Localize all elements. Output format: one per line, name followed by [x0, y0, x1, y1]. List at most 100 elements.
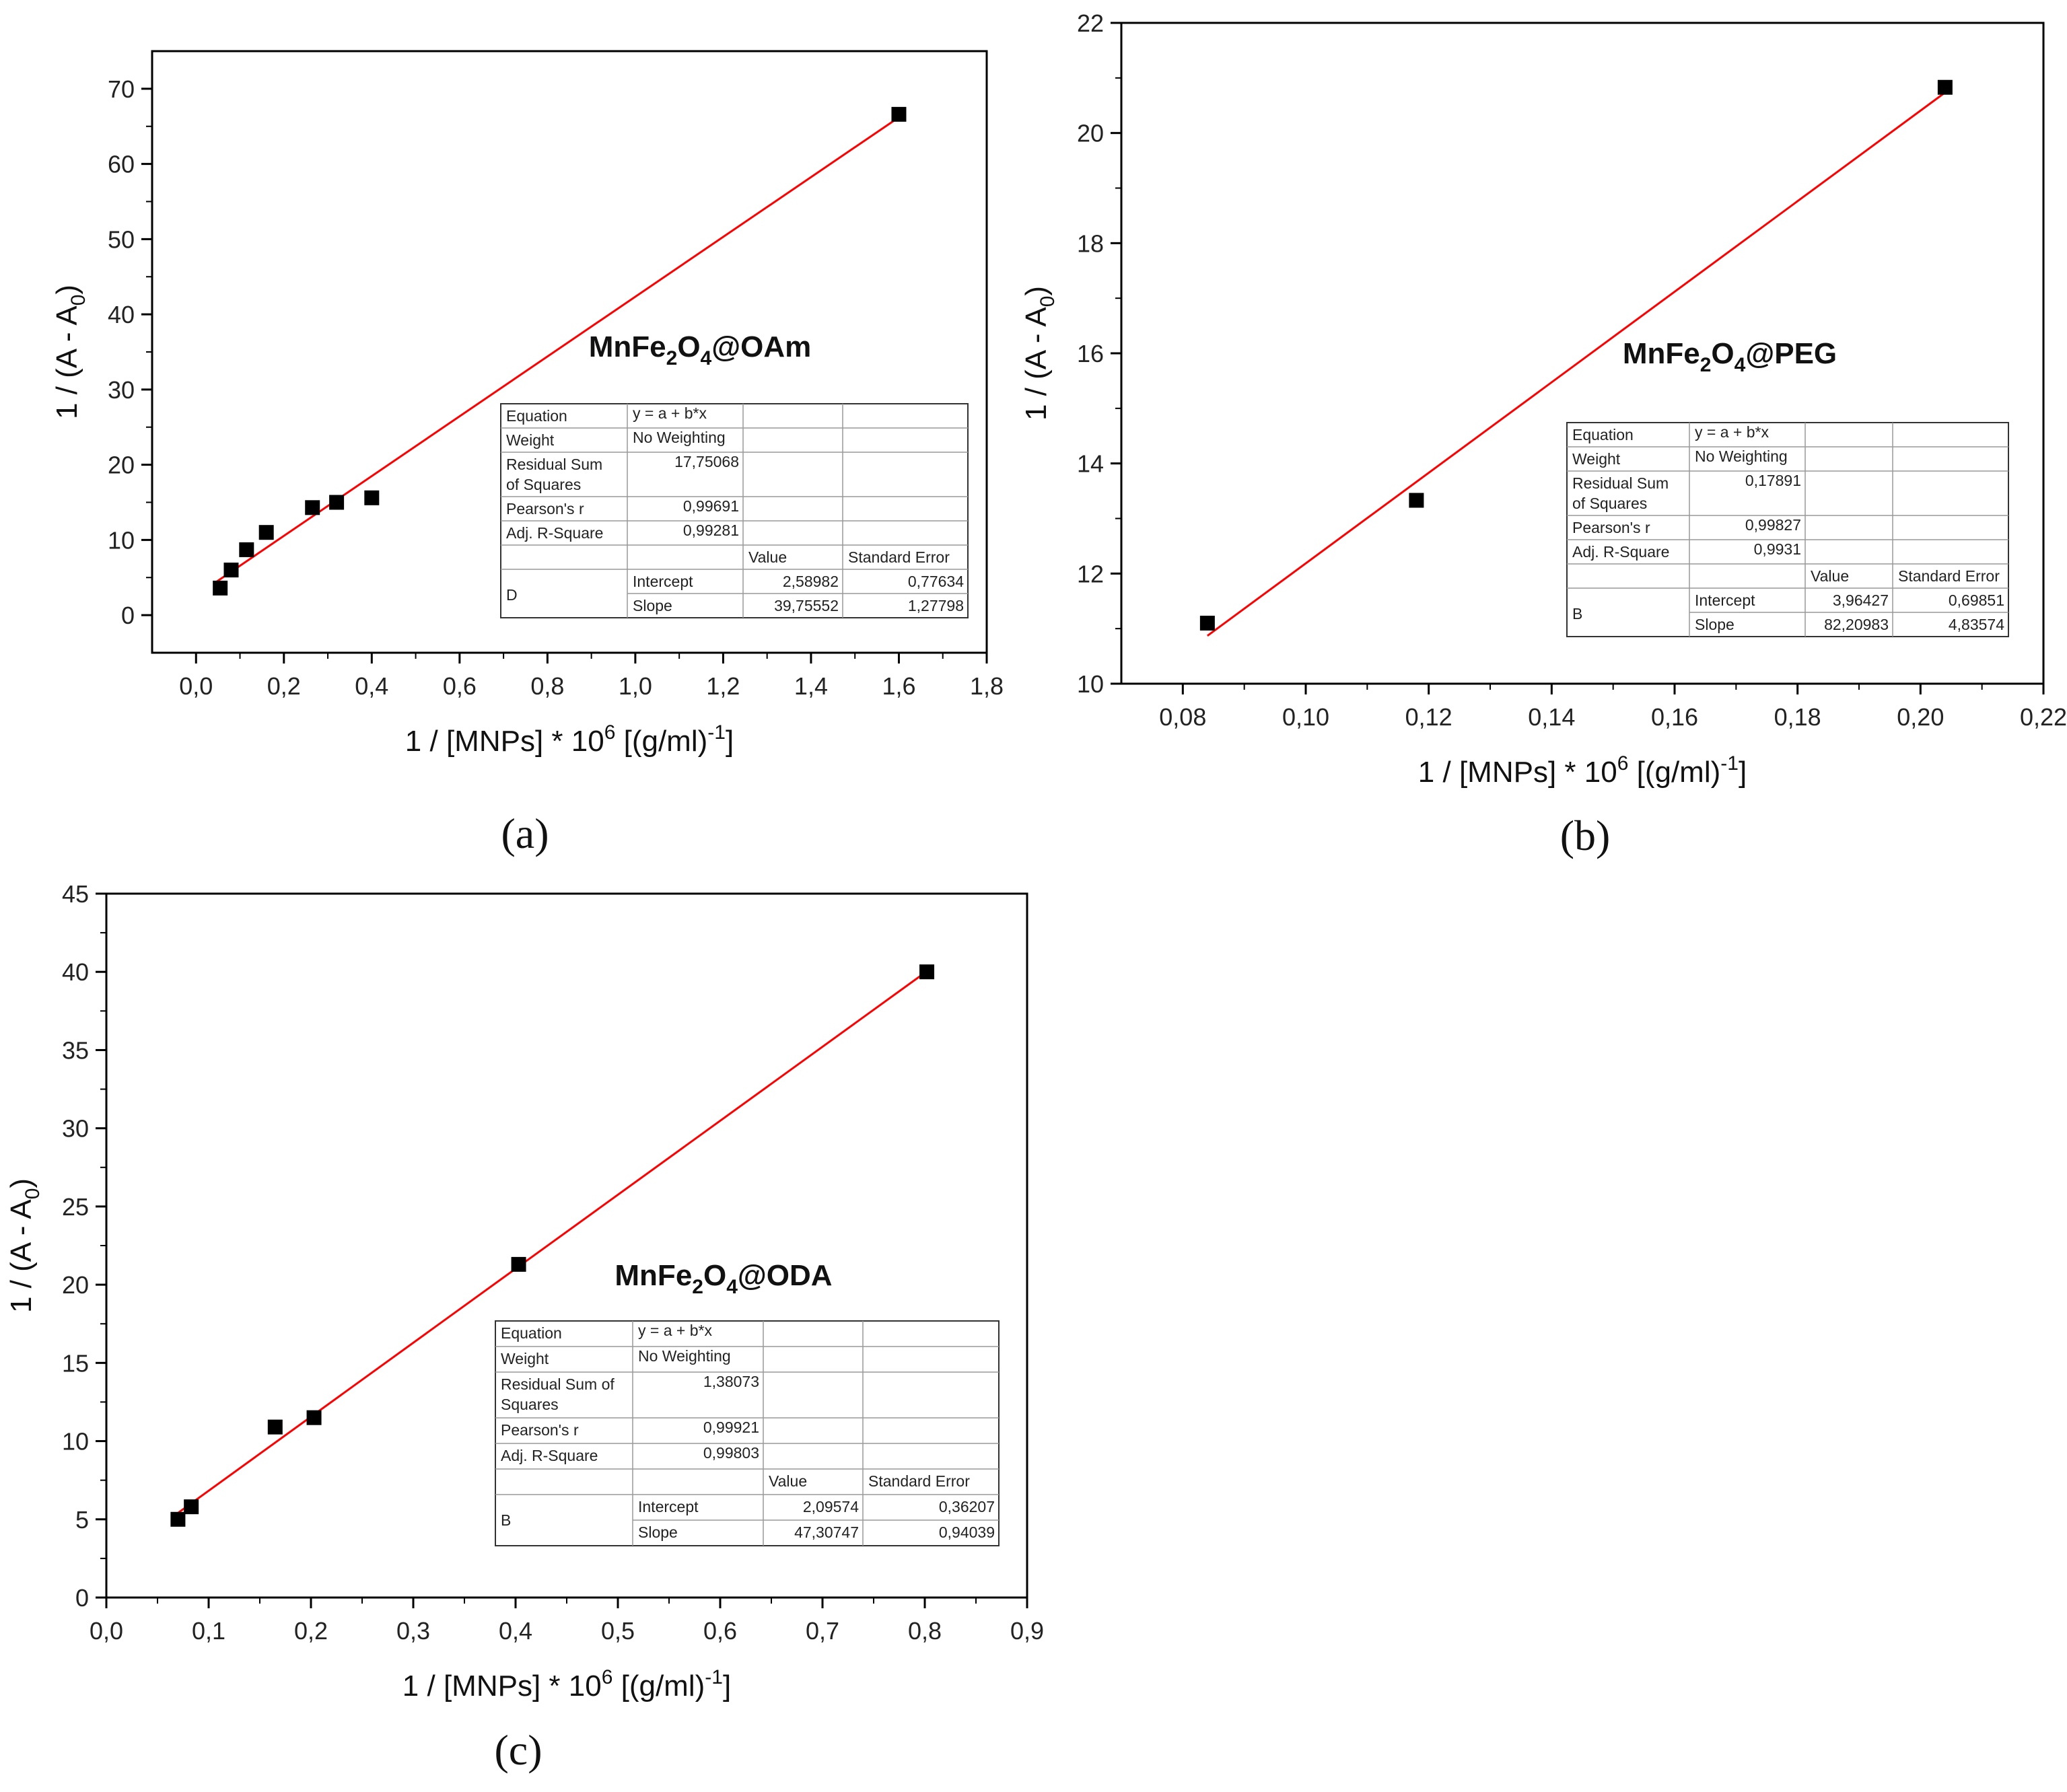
table-adjr-value: 0,99281: [683, 522, 739, 539]
y-axis-title: 1 / (A - A0): [5, 1178, 44, 1313]
data-point: [1409, 493, 1424, 508]
x-axis-title-sup: 6: [604, 721, 616, 744]
x-tick-label: 0,8: [530, 672, 564, 700]
x-tick-label: 0,4: [499, 1617, 532, 1645]
table-equation-value: y = a + b*x: [638, 1322, 712, 1339]
table-pearson-label: Pearson's r: [506, 500, 584, 517]
y-tick-label: 30: [62, 1115, 89, 1143]
annotation-tail: @OAm: [711, 330, 811, 363]
table-intercept-se: 0,69851: [1949, 592, 2004, 609]
x-tick-label: 0,8: [908, 1617, 942, 1645]
y-tick-label: 25: [62, 1193, 89, 1221]
table-equation-value: y = a + b*x: [633, 404, 707, 422]
table-intercept-value: 2,58982: [783, 573, 839, 590]
table-slope-se: 1,27798: [908, 597, 964, 614]
data-point: [267, 1419, 283, 1435]
annotation-tail: @PEG: [1745, 337, 1837, 370]
table-weight-value: No Weighting: [1695, 447, 1788, 465]
data-point: [305, 500, 320, 515]
table-pearson-label: Pearson's r: [1572, 519, 1650, 536]
annotation-text-2: O: [703, 1259, 726, 1292]
panel-label: (b): [1560, 812, 1611, 859]
y-axis-title-text: 1 / (A - A: [1020, 307, 1053, 421]
x-axis-title-text: 1 / [MNPs] * 10: [405, 725, 604, 758]
fit-line: [213, 116, 900, 585]
x-tick-label: 0,12: [1405, 703, 1452, 731]
table-rss-label: Residual Sum: [506, 456, 602, 473]
x-axis-title-sup: 6: [602, 1666, 613, 1688]
data-point: [1199, 615, 1215, 631]
table-slope-value: 39,75552: [774, 597, 839, 614]
annotation-text: MnFe: [589, 330, 666, 363]
table-adjr-label: Adj. R-Square: [1572, 543, 1669, 561]
x-tick-label: 0,22: [2020, 703, 2067, 731]
y-tick-label: 30: [108, 376, 135, 404]
data-point: [511, 1256, 526, 1272]
y-axis-title-sub: 0: [1037, 296, 1059, 308]
x-tick-label: 0,3: [396, 1617, 430, 1645]
table-slope-value: 47,30747: [794, 1524, 859, 1541]
annotation-sub-2: 4: [1735, 354, 1746, 376]
table-se-header: Standard Error: [848, 548, 950, 566]
x-axis-title-sup-2: -1: [705, 1666, 723, 1688]
table-group-label: B: [1572, 605, 1582, 622]
x-tick-label: 0,08: [1159, 703, 1206, 731]
data-point: [239, 542, 254, 557]
table-adjr-label: Adj. R-Square: [501, 1447, 598, 1464]
data-point: [306, 1410, 322, 1425]
table-adjr-label: Adj. R-Square: [506, 524, 603, 542]
fit-table-border: [1566, 422, 2009, 637]
x-tick-label: 1,4: [794, 672, 828, 700]
panel-label: (a): [501, 810, 549, 857]
y-tick-label: 12: [1077, 560, 1104, 587]
x-tick-label: 0,6: [443, 672, 477, 700]
data-point: [170, 1511, 186, 1527]
table-value-header: Value: [748, 548, 787, 566]
y-tick-label: 22: [1077, 9, 1104, 37]
x-axis-title-text-2: [(g/ml): [615, 725, 707, 758]
table-equation-label: Equation: [506, 407, 567, 425]
y-tick-label: 0: [75, 1584, 89, 1612]
table-slope-label: Slope: [633, 597, 672, 614]
sample-annotation: MnFe2O4@OAm: [589, 330, 812, 369]
x-tick-label: 0,18: [1774, 703, 1821, 731]
x-axis-title-sup-2: -1: [707, 721, 726, 744]
y-tick-label: 15: [62, 1349, 89, 1377]
y-tick-label: 16: [1077, 340, 1104, 367]
annotation-sub-2: 4: [701, 347, 712, 369]
x-tick-label: 1,8: [970, 672, 1004, 700]
y-tick-label: 20: [108, 452, 135, 479]
x-tick-label: 1,6: [882, 672, 915, 700]
table-pearson-value: 0,99921: [703, 1419, 759, 1436]
x-axis-title: 1 / [MNPs] * 106 [(g/ml)-1]: [405, 721, 734, 758]
y-tick-label: 20: [1077, 120, 1104, 147]
chart-panel-c: 0,0 0,1 0,2 0,3 0,4 0,5 0,6 0,7 0,8 0,90510152025…: [5, 880, 1044, 1774]
data-point: [223, 563, 239, 578]
table-rss-value: 1,38073: [703, 1373, 759, 1390]
x-axis-title-end: ]: [723, 1670, 731, 1703]
table-slope-se: 0,94039: [939, 1524, 995, 1541]
x-tick-label: 0,7: [806, 1617, 839, 1645]
y-tick-label: 0: [121, 602, 135, 629]
x-tick-label: 0,5: [601, 1617, 635, 1645]
y-axis-title-end: ): [1020, 286, 1053, 296]
chart-panel-a: 0,0 0,2 0,4 0,6 0,8 1,0 1,2 1,4 1,6 1,80102030405…: [50, 50, 1004, 857]
data-point: [919, 964, 935, 980]
fit-table: Equation y = a + b*x Weight No Weighting Res…: [500, 403, 969, 618]
table-intercept-value: 2,09574: [803, 1498, 859, 1515]
data-point: [364, 490, 380, 505]
table-group-label: D: [506, 586, 518, 604]
table-slope-label: Slope: [638, 1524, 678, 1541]
table-equation-label: Equation: [1572, 426, 1634, 443]
y-axis-title-text: 1 / (A - A: [5, 1199, 38, 1313]
fit-table: Equation y = a + b*x Weight No Weighting Res…: [495, 1320, 1000, 1546]
x-axis-title-text: 1 / [MNPs] * 10: [1418, 756, 1617, 789]
y-tick-label: 5: [75, 1506, 89, 1534]
table-intercept-se: 0,77634: [908, 573, 964, 590]
y-tick-label: 45: [62, 880, 89, 908]
x-tick-label: 0,20: [1897, 703, 1944, 731]
table-slope-value: 82,20983: [1824, 616, 1889, 633]
data-point: [891, 106, 907, 122]
x-tick-label: 0,1: [192, 1617, 225, 1645]
data-point: [258, 525, 274, 540]
